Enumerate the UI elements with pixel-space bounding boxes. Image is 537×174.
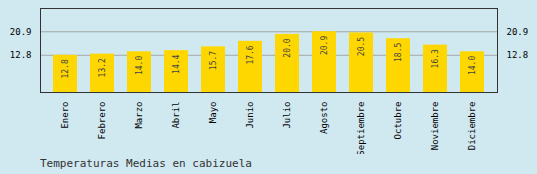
svg-text:14.4: 14.4 bbox=[172, 54, 181, 73]
svg-text:Mayo: Mayo bbox=[208, 102, 218, 124]
svg-text:Junio: Junio bbox=[245, 102, 255, 129]
svg-text:17.6: 17.6 bbox=[246, 45, 255, 64]
svg-text:Septiembre: Septiembre bbox=[356, 102, 366, 155]
svg-text:Noviembre: Noviembre bbox=[430, 102, 440, 151]
svg-text:13.2: 13.2 bbox=[98, 58, 107, 77]
svg-text:Agosto: Agosto bbox=[319, 102, 329, 135]
svg-text:20.0: 20.0 bbox=[283, 38, 292, 57]
svg-text:Marzo: Marzo bbox=[134, 102, 144, 129]
svg-text:Abril: Abril bbox=[171, 102, 181, 129]
svg-text:20.9: 20.9 bbox=[507, 27, 529, 37]
svg-text:20.9: 20.9 bbox=[320, 36, 329, 55]
svg-text:12.8: 12.8 bbox=[10, 50, 32, 60]
svg-text:15.7: 15.7 bbox=[209, 51, 218, 70]
svg-text:14.0: 14.0 bbox=[135, 56, 144, 75]
svg-text:14.0: 14.0 bbox=[468, 56, 477, 75]
svg-text:20.9: 20.9 bbox=[10, 27, 32, 37]
svg-text:Enero: Enero bbox=[60, 102, 70, 129]
svg-text:Febrero: Febrero bbox=[97, 102, 107, 140]
svg-text:Diciembre: Diciembre bbox=[467, 102, 477, 151]
svg-text:12.8: 12.8 bbox=[61, 59, 70, 78]
html-text:Temperaturas Medias en cabizue: Temperaturas Medias en cabizuela bbox=[40, 157, 252, 170]
svg-text:20.5: 20.5 bbox=[357, 37, 366, 56]
svg-text:18.5: 18.5 bbox=[394, 43, 403, 62]
svg-text:Julio: Julio bbox=[282, 102, 292, 129]
svg-text:16.3: 16.3 bbox=[431, 49, 440, 68]
svg-text:12.8: 12.8 bbox=[507, 50, 529, 60]
svg-text:Octubre: Octubre bbox=[393, 102, 403, 140]
